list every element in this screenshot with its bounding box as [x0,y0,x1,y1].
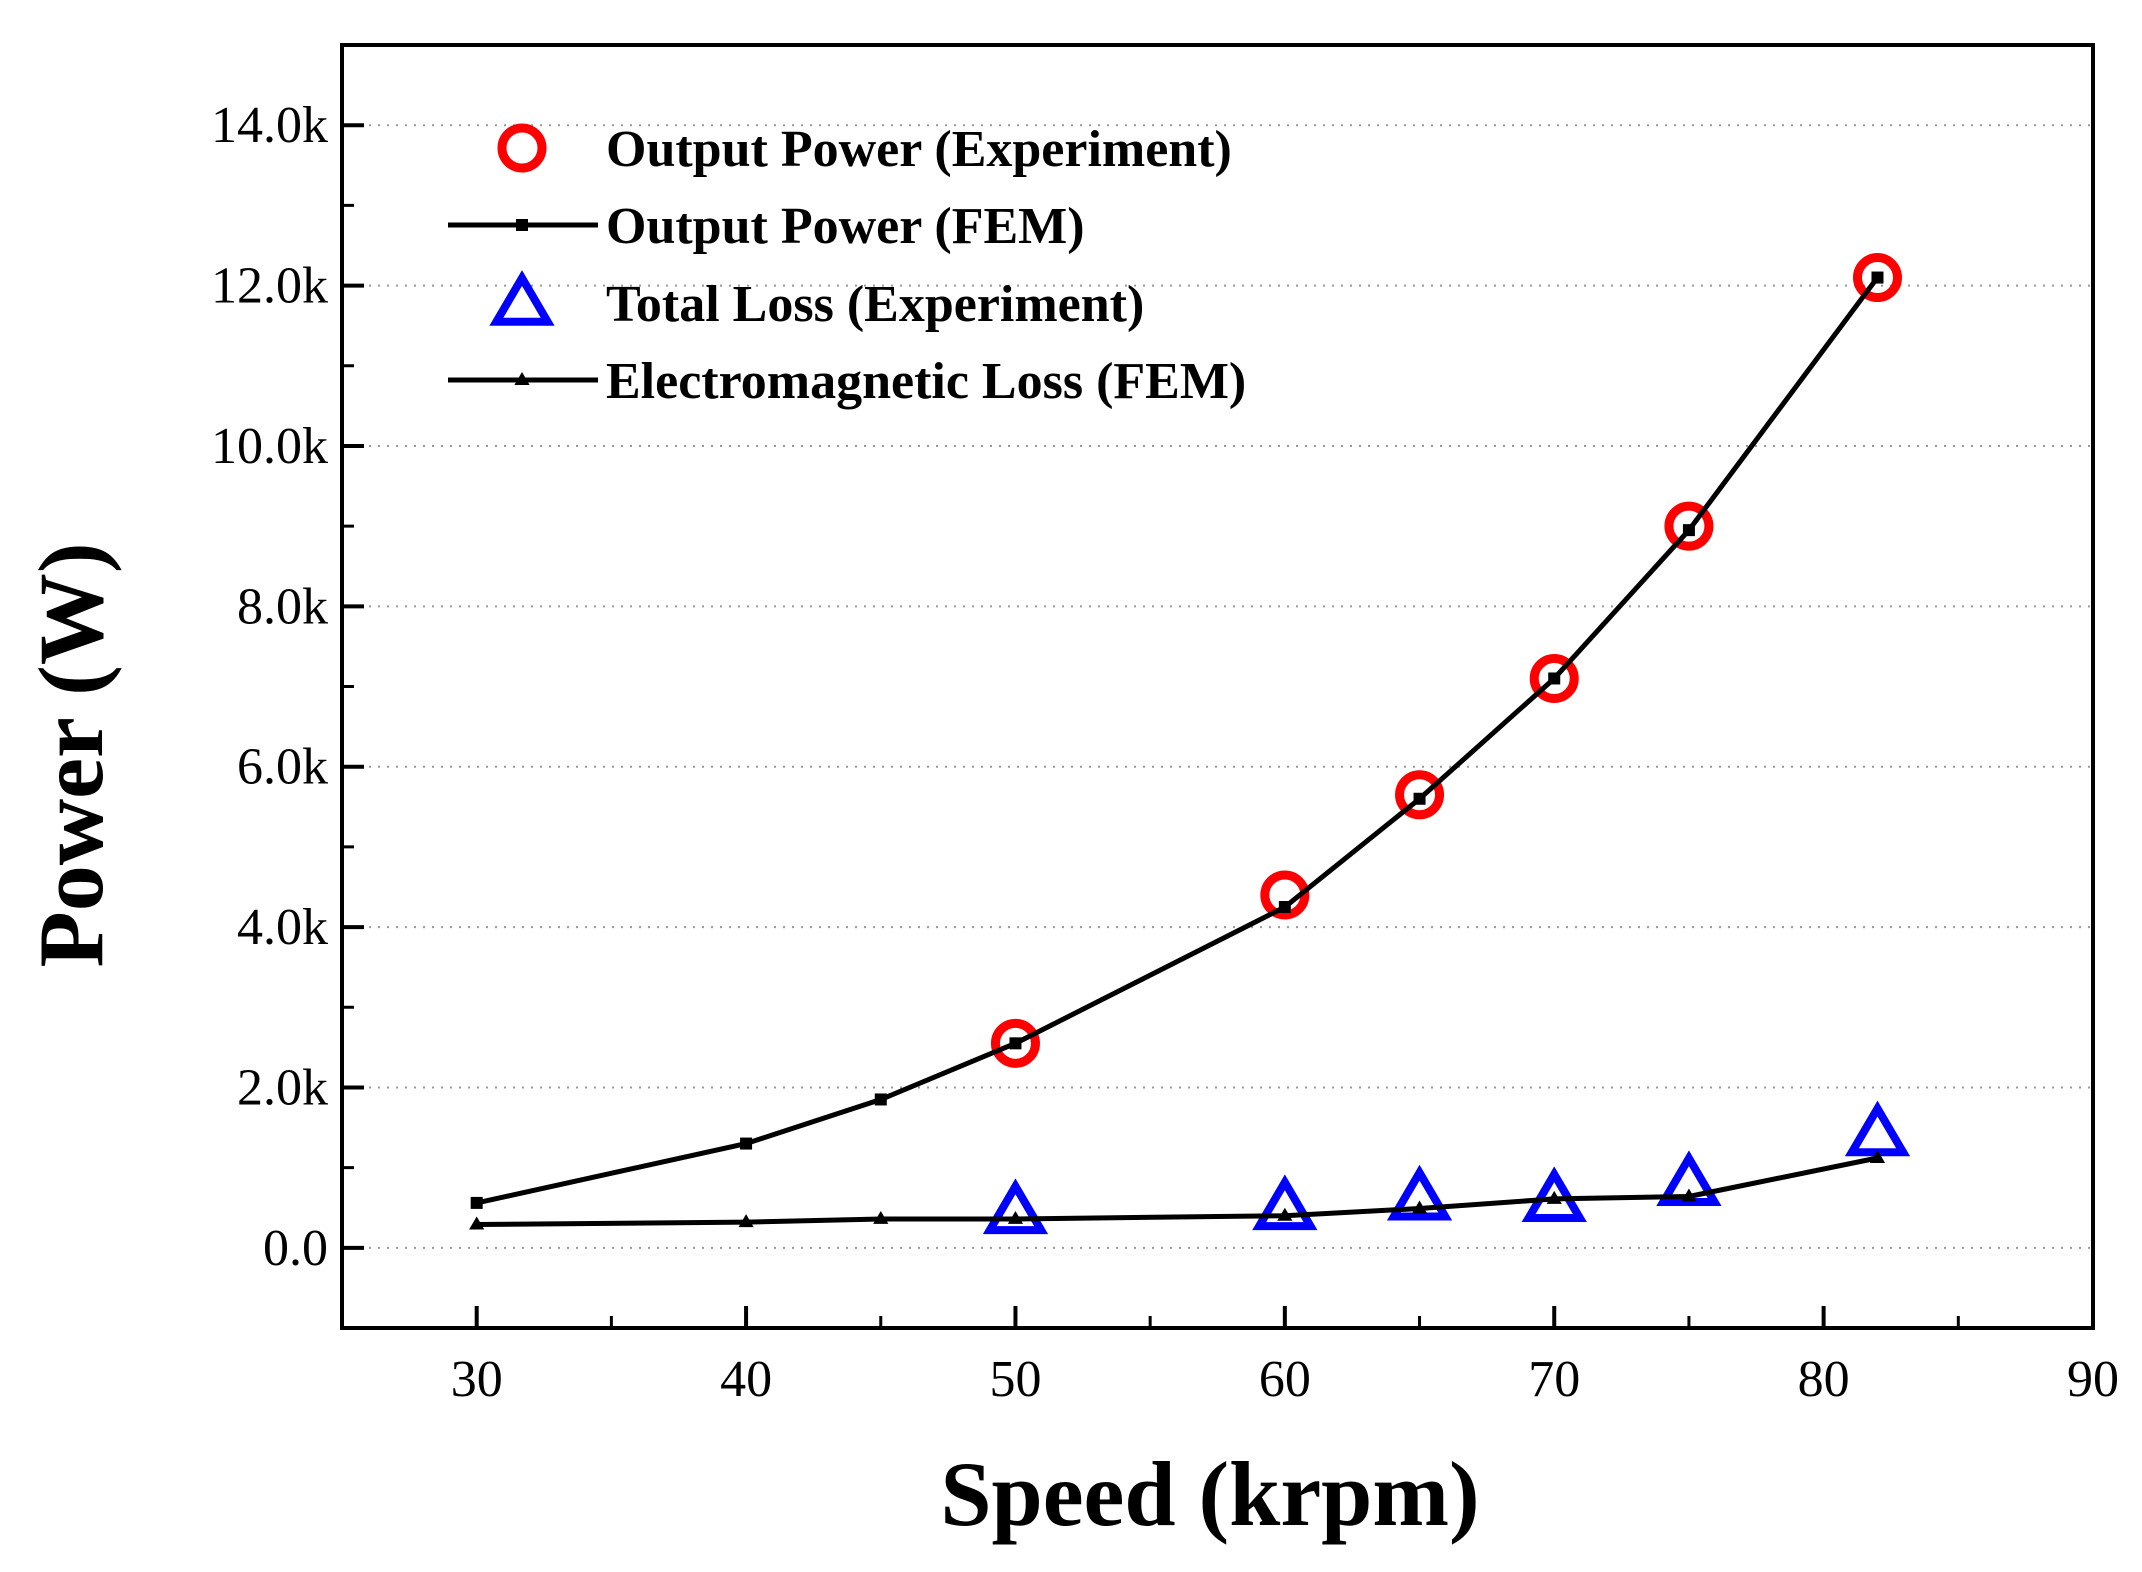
series-0 [990,253,1902,1068]
x-tick-label: 30 [451,1351,503,1408]
x-tick-label: 90 [2067,1351,2119,1408]
data-point [1411,1200,1428,1214]
data-point [470,1196,483,1209]
legend-entry: Electromagnetic Loss (FEM) [448,353,1246,410]
grid-layer [342,124,2093,1249]
data-point [1277,1207,1293,1221]
legend-symbol [497,123,547,173]
x-tick-label: 70 [1528,1351,1580,1408]
y-tick-label: 10.0k [211,418,328,475]
y-tick-label: 8.0k [237,578,328,635]
y-tick-label: 12.0k [211,258,328,315]
y-tick-label: 2.0k [237,1059,328,1116]
y-tick-label: 4.0k [237,899,328,956]
data-point [982,1178,1049,1235]
series-1 [470,271,1884,1209]
data-point [1009,1037,1022,1050]
data-point [738,1214,754,1228]
legend-entry: Output Power (Experiment) [497,121,1232,178]
legend-marker [516,219,528,231]
data-point [1413,792,1426,805]
data-point [1844,1100,1911,1157]
data-point [1681,1188,1697,1202]
data-point [1007,1210,1024,1224]
axes-layer: 0.0 2.0k 4.0k 6.0k 8.0k 10.0k 12.0k 14.0k 30 40 50… [211,43,2119,1408]
x-tick-label: 60 [1259,1351,1311,1408]
data-point [1386,1164,1453,1221]
x-tick-label: 80 [1798,1351,1850,1408]
data-point [1252,1174,1318,1231]
data-point [1682,524,1695,537]
legend-marker [514,372,530,385]
legend-label: Electromagnetic Loss (FEM) [606,353,1246,410]
data-point [469,1216,485,1230]
legend-entry: Output Power (FEM) [448,198,1085,255]
legend-entry: Total Loss (Experiment) [489,270,1144,333]
data-point [874,1093,887,1106]
data-point [1395,770,1445,820]
legend-label: Output Power (FEM) [606,198,1085,255]
legend-symbol [489,270,555,326]
data-point [1852,253,1902,303]
data-point [1546,1190,1562,1204]
series-2 [982,1100,1911,1235]
series-line [476,276,1880,1206]
data-point [1529,653,1579,703]
series-layer [469,253,1911,1235]
x-tick-label: 40 [720,1351,772,1408]
y-tick-label: 14.0k [211,97,328,154]
y-tick-label: 6.0k [237,739,328,796]
series-3 [469,1150,1886,1230]
data-point [990,1018,1040,1068]
data-point [740,1137,753,1150]
y-axis-title: Power (W) [20,543,122,968]
y-tick-label: 0.0 [263,1220,328,1277]
data-point [1260,870,1310,920]
legend-label: Total Loss (Experiment) [606,276,1144,333]
data-point [1656,1150,1722,1207]
x-tick-label: 50 [989,1351,1041,1408]
legend-label: Output Power (Experiment) [606,121,1232,178]
data-point [1869,1150,1886,1163]
data-point [1871,271,1884,284]
legend: Output Power (Experiment) Output Power (F… [448,121,1246,410]
data-point [1548,672,1561,685]
data-point [1664,501,1714,551]
data-point [873,1210,889,1224]
x-axis-title: Speed (krpm) [940,1443,1479,1545]
data-point [1278,901,1291,914]
plot-frame [340,43,2095,1330]
